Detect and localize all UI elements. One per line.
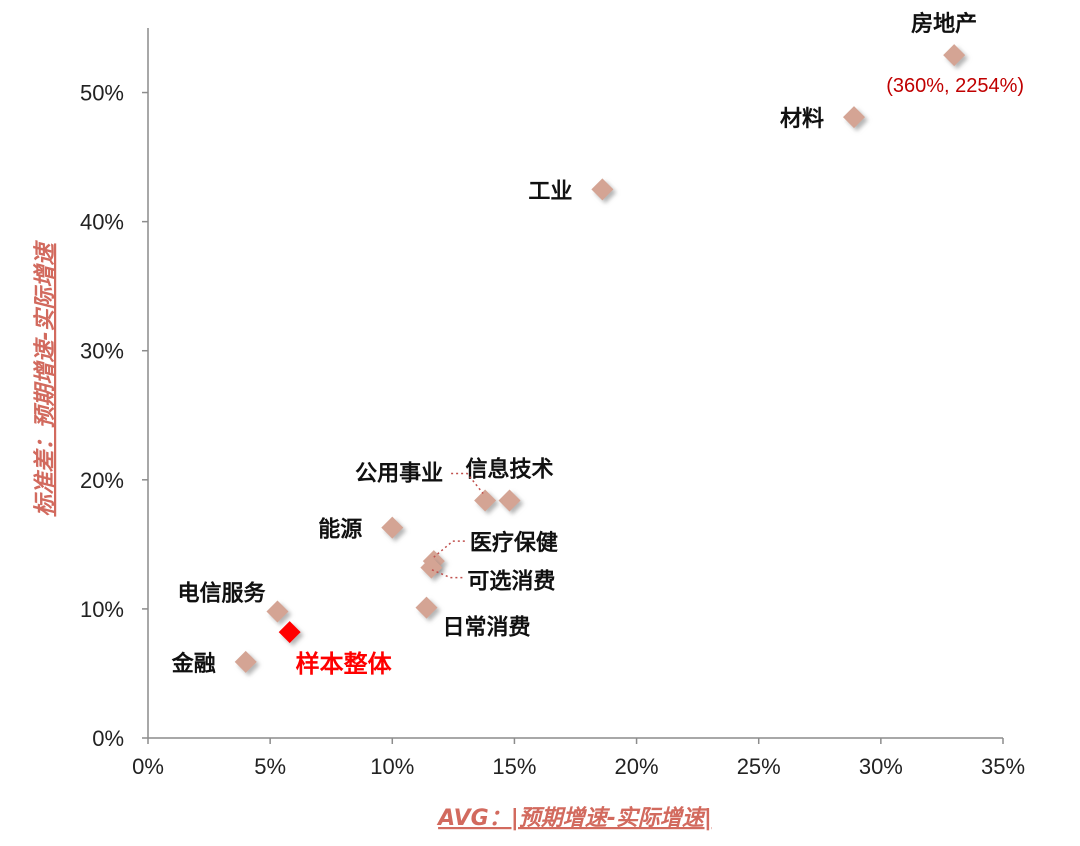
point-label: 可选消费: [467, 570, 555, 595]
point-label: 电信服务: [177, 580, 266, 606]
x-axis-ticks: 0% 5% 10% 15% 20% 25% 30% 35%: [132, 738, 1025, 779]
y-tick-label: 10%: [80, 597, 124, 622]
leader-line: [451, 472, 484, 494]
y-tick-label: 40%: [80, 210, 124, 235]
point-label: 金融: [171, 651, 216, 677]
y-axis-title: 标准差：预期增速-实际增速: [32, 239, 58, 516]
y-axis-ticks: 0% 10% 20% 30% 40% 50%: [80, 81, 148, 751]
y-tick-label: 50%: [80, 81, 124, 106]
x-tick-label: 25%: [737, 754, 781, 779]
data-point: [943, 44, 966, 67]
data-point: [415, 596, 438, 619]
data-point: [474, 489, 497, 512]
data-point: [266, 600, 289, 623]
x-tick-label: 35%: [981, 754, 1025, 779]
data-points: [234, 44, 966, 673]
point-label: 信息技术: [466, 456, 554, 482]
point-label: 能源: [318, 517, 362, 543]
leader-line: [433, 540, 465, 558]
annotations: (360%, 2254%): [886, 75, 1024, 97]
point-label: 样本整体: [296, 650, 393, 678]
point-label: 日常消费: [442, 615, 530, 641]
leader-lines: [431, 472, 484, 579]
point-label: 工业: [528, 179, 572, 204]
x-tick-label: 20%: [615, 754, 659, 779]
x-tick-label: 30%: [859, 754, 903, 779]
leader-line: [431, 568, 463, 579]
x-axis-title: AVG：|预期增速-实际增速|: [436, 805, 712, 831]
x-tick-label: 10%: [370, 754, 414, 779]
data-point: [381, 516, 404, 539]
point-annotation: (360%, 2254%): [886, 75, 1024, 97]
y-tick-label: 30%: [80, 339, 124, 364]
data-point: [591, 178, 614, 201]
point-label: 材料: [780, 107, 824, 132]
x-tick-label: 0%: [132, 754, 164, 779]
data-point: [420, 556, 443, 579]
highlight-point: [278, 621, 301, 644]
x-tick-label: 5%: [254, 754, 286, 779]
data-point: [234, 650, 257, 673]
x-tick-label: 15%: [492, 754, 536, 779]
axes: [147, 28, 1003, 739]
point-label: 医疗保健: [470, 530, 558, 556]
data-point: [842, 106, 865, 129]
data-point: [498, 489, 521, 512]
point-label: 房地产: [911, 11, 977, 37]
point-label: 公用事业: [355, 460, 443, 486]
y-tick-label: 20%: [80, 468, 124, 493]
y-tick-label: 0%: [92, 726, 124, 751]
